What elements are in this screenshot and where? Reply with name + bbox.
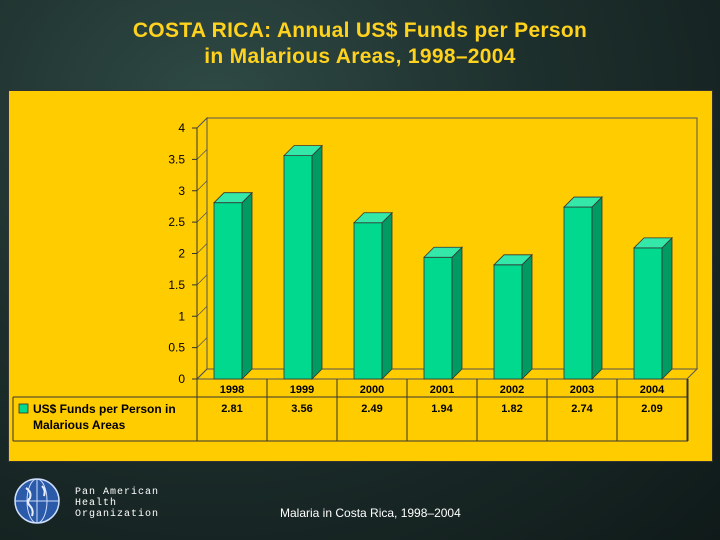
org-line-2: Health (75, 498, 118, 509)
bar-top (283, 145, 323, 157)
category-label: 1998 (220, 384, 244, 396)
legend-swatch (18, 403, 29, 414)
bar-side (521, 253, 533, 380)
chart-panel: 0 0.5 1 1.5 2 2.5 3 3.5 4 1998 2.81 1999 3.56 2000 2.4… (8, 90, 713, 462)
y-tick-diagonal (196, 274, 208, 286)
y-tick-diagonal (196, 243, 208, 254)
chart-title: COSTA RICA: Annual US$ Funds per Person … (0, 18, 720, 70)
y-tick-label: 1.5 (168, 278, 185, 292)
y-tick-label: 3 (178, 184, 185, 198)
y-tick-diagonal (196, 117, 208, 129)
bar-face (353, 222, 383, 380)
bar-side (241, 191, 253, 380)
bar-face (493, 264, 523, 380)
y-tick-label: 2.5 (168, 215, 185, 229)
bar-side (311, 144, 323, 380)
category-label: 2001 (430, 384, 454, 396)
bar-top (213, 192, 253, 204)
chart-title-line-1: COSTA RICA: Annual US$ Funds per Person (132, 19, 588, 42)
y-tick-label: 3.5 (168, 152, 185, 166)
value-label: 2.74 (571, 403, 593, 415)
bar-face (213, 202, 243, 380)
value-label: 1.82 (501, 403, 522, 415)
bar-side (451, 246, 463, 380)
y-tick-diagonal (196, 211, 208, 223)
footer-caption: Malaria in Costa Rica, 1998–2004 (280, 506, 461, 520)
value-label: 2.81 (221, 403, 242, 415)
bar-face (563, 206, 593, 380)
category-label: 2000 (360, 384, 384, 396)
bar-side (591, 196, 603, 380)
y-tick-diagonal (196, 337, 208, 348)
y-tick-diagonal (196, 305, 208, 317)
category-label: 2003 (570, 384, 594, 396)
bar-top (423, 246, 463, 258)
value-label: 2.09 (641, 403, 662, 415)
value-label: 1.94 (431, 403, 453, 415)
globe-icon (14, 478, 60, 524)
bar-top (633, 237, 673, 249)
legend-label: Malarious Areas (33, 418, 126, 432)
y-tick-diagonal (196, 180, 208, 192)
chart-title-line-2: in Malarious Areas, 1998–2004 (204, 45, 516, 68)
bar-chart: 0 0.5 1 1.5 2 2.5 3 3.5 4 1998 2.81 1999 3.56 2000 2.4… (12, 116, 699, 442)
org-line-3: Organization (75, 509, 160, 520)
y-tick-label: 4 (178, 121, 185, 135)
bar-side (381, 211, 393, 380)
category-label: 1999 (290, 384, 314, 396)
bar-top (563, 196, 603, 208)
bar-face (633, 247, 663, 380)
bar-top (353, 212, 393, 224)
organization-name: Pan American Health Organization (75, 487, 159, 520)
y-tick-diagonal (196, 368, 208, 380)
bar-face (283, 155, 313, 380)
legend-label: US$ Funds per Person in (33, 402, 176, 416)
org-line-1: Pan American (75, 487, 160, 498)
y-tick-label: 0.5 (168, 341, 185, 355)
y-tick-label: 0 (178, 372, 185, 386)
y-tick-diagonal (196, 149, 208, 160)
value-label: 2.49 (361, 403, 382, 415)
value-label: 3.56 (291, 403, 312, 415)
y-tick-label: 1 (178, 309, 185, 323)
category-label: 2004 (640, 384, 665, 396)
y-tick-label: 2 (178, 247, 185, 261)
category-label: 2002 (500, 384, 524, 396)
bar-side (661, 236, 673, 380)
bar-top (493, 254, 533, 266)
bar-face (423, 256, 453, 380)
